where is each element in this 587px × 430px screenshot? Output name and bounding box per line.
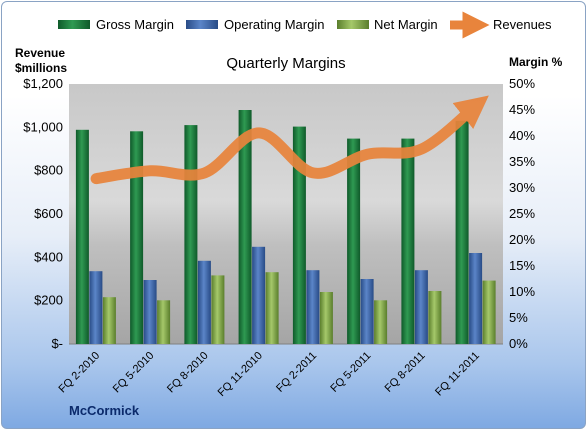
right-tick-label: 50% [509,76,535,91]
left-tick-label: $1,000 [23,119,63,134]
operating-margin-bar [469,253,483,344]
legend-swatch-net-margin [337,20,369,29]
legend-swatch-gross-margin [58,20,90,29]
right-tick-label: 45% [509,102,535,117]
operating-margin-bar [360,279,374,344]
legend-label-revenues: Revenues [493,17,552,32]
right-tick-label: 15% [509,258,535,273]
left-tick-label: $800 [34,163,63,178]
legend-label-gross-margin: Gross Margin [96,17,174,32]
right-tick-label: 35% [509,154,535,169]
left-axis-label-line2: $millions [15,61,67,75]
x-tick-label: FQ 2-2010 [57,350,103,396]
gross-margin-bar [238,110,252,344]
right-tick-label: 40% [509,128,535,143]
net-margin-bar [428,291,442,344]
right-tick-label: 10% [509,284,535,299]
net-margin-bar [102,297,116,344]
right-tick-label: 20% [509,232,535,247]
operating-margin-bar [143,280,157,344]
x-tick-label: FQ 2-2011 [274,350,319,395]
chart-title: Quarterly Margins [226,55,345,72]
gross-margin-bar [347,138,361,344]
x-tick-label: FQ 5-2011 [328,350,373,395]
gross-margin-bar [184,125,198,344]
x-tick-label: FQ 11-2010 [216,350,265,399]
legend-swatch-operating-margin [186,20,218,29]
x-tick-label: FQ 8-2010 [165,350,211,396]
net-margin-bar [319,292,333,344]
operating-margin-bar [89,271,103,344]
net-margin-bar [211,275,225,344]
right-tick-label: 5% [509,310,528,325]
operating-margin-bar [414,270,428,344]
gross-margin-bar [130,131,144,344]
left-tick-label: $400 [34,249,63,264]
operating-margin-bar [252,246,266,344]
legend-label-operating-margin: Operating Margin [224,17,324,32]
x-tick-label: FQ 5-2010 [111,350,157,396]
operating-margin-bar [306,270,320,344]
operating-margin-bar [197,260,211,344]
left-tick-label: $- [51,336,63,351]
left-tick-label: $200 [34,293,63,308]
net-margin-bar [157,300,171,344]
x-tick-label: FQ 8-2011 [383,350,428,395]
legend-label-net-margin: Net Margin [374,17,438,32]
revenues-line-group [90,95,489,185]
gross-margin-bar [75,129,89,344]
right-axis: 0% 5% 10% 15% 20% 25% 30% 35% 40% 45% 50% [509,76,535,351]
right-tick-label: 25% [509,206,535,221]
left-tick-label: $600 [34,206,63,221]
right-axis-label: Margin % [509,55,563,69]
left-tick-label: $1,200 [23,76,63,91]
right-tick-label: 0% [509,336,528,351]
left-axis-label-line1: Revenue [15,46,65,60]
right-tick-label: 30% [509,180,535,195]
bars-group [75,110,496,345]
gross-margin-bar [455,120,469,345]
x-axis-labels: FQ 2-2010 FQ 5-2010 FQ 8-2010 FQ 11-2010 FQ … [57,350,482,399]
net-margin-bar [265,272,279,344]
net-margin-bar [374,300,388,344]
gross-margin-bar [292,126,306,344]
net-margin-bar [482,280,496,344]
left-axis: $- $200 $400 $600 $800 $1,000 $1,200 [23,76,63,351]
company-label: McCormick [69,403,140,418]
legend: Gross Margin Operating Margin Net Margin… [58,11,552,39]
x-tick-label: FQ 11-2011 [433,350,482,399]
revenues-line [90,95,489,185]
gross-margin-bar [401,138,415,344]
